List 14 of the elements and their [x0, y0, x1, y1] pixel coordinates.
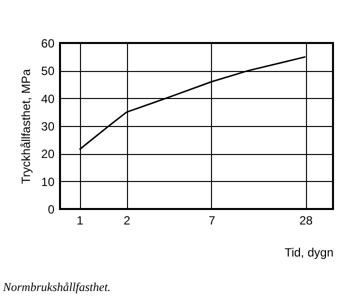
y-tick-label: 50 — [41, 64, 55, 78]
x-tick-label: 28 — [299, 214, 313, 228]
y-tick-label: 60 — [41, 36, 55, 50]
y-tick-label: 40 — [41, 92, 55, 106]
y-tick-label: 30 — [41, 120, 55, 134]
y-tick-label: 0 — [48, 202, 55, 216]
text: Normbrukshållfasthet. — [3, 280, 111, 295]
x-tick-label: 2 — [124, 214, 131, 228]
y-axis-title: Tryckhållfasthet, MPa — [19, 68, 34, 184]
y-tick-label: 10 — [41, 174, 55, 189]
x-axis-title: Tid, dygn — [284, 246, 334, 260]
y-tick-label: 20 — [41, 147, 55, 162]
x-tick-label: 7 — [208, 214, 216, 228]
x-tick-label: 1 — [76, 214, 84, 228]
